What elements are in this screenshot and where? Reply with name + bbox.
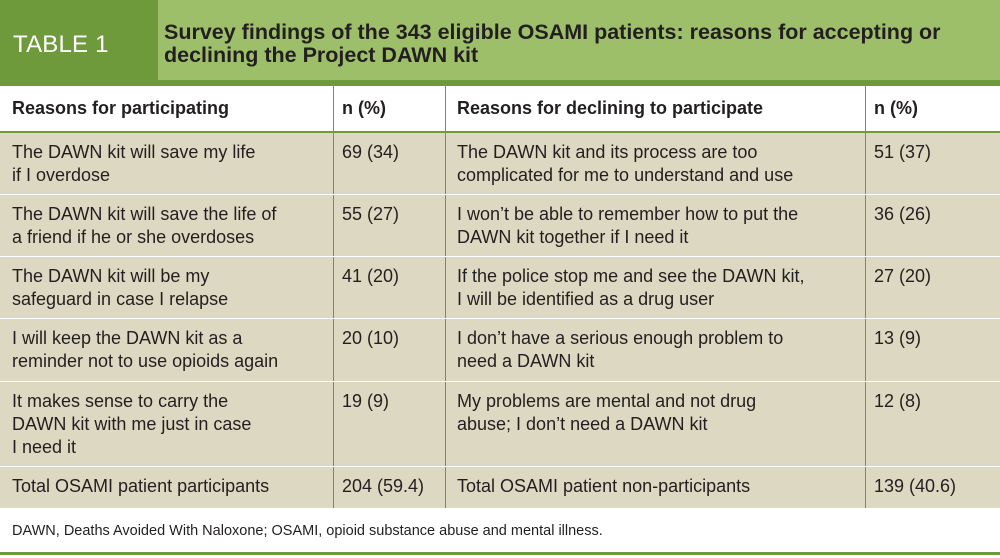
total-nonparticipants-n: 139 (40.6) bbox=[874, 476, 957, 496]
column-divider bbox=[333, 195, 334, 256]
n-declining: 27 (20) bbox=[874, 266, 932, 286]
column-divider bbox=[333, 133, 334, 194]
n-participating: 19 (9) bbox=[342, 391, 390, 411]
row4-reason-d-line2: need a DAWN kit bbox=[457, 351, 595, 371]
column-divider bbox=[865, 467, 866, 508]
reason-declining: I won’t be able to remember how to put t… bbox=[446, 195, 866, 249]
column-divider bbox=[445, 382, 446, 466]
n-participating: 41 (20) bbox=[342, 266, 400, 286]
column-divider bbox=[445, 133, 446, 194]
row-divider bbox=[0, 466, 1000, 467]
column-divider bbox=[865, 257, 866, 318]
column-header-row: Reasons for participating n (%) Reasons … bbox=[0, 86, 1000, 131]
reason-participating: The DAWN kit will be my safeguard in case… bbox=[0, 257, 334, 311]
column-divider bbox=[865, 382, 866, 466]
row3-reason-p-line1: The DAWN kit will be my bbox=[12, 266, 210, 286]
table-row: The DAWN kit will save my life if I overd… bbox=[0, 133, 1000, 194]
row2-reason-p-line2: a friend if he or she overdoses bbox=[12, 227, 255, 247]
column-divider bbox=[333, 319, 334, 381]
n-declining: 51 (37) bbox=[874, 142, 932, 162]
table-row: It makes sense to carry the DAWN kit with… bbox=[0, 382, 1000, 466]
table-row: I will keep the DAWN kit as a reminder no… bbox=[0, 319, 1000, 381]
table-label-box: TABLE 1 bbox=[0, 0, 158, 86]
reason-declining: If the police stop me and see the DAWN k… bbox=[446, 257, 866, 311]
total-participants-n: 204 (59.4) bbox=[342, 476, 425, 496]
row-divider bbox=[0, 256, 1000, 257]
row1-reason-d-line1: The DAWN kit and its process are too bbox=[457, 142, 758, 162]
column-divider bbox=[865, 133, 866, 194]
total-participants-label: Total OSAMI patient participants bbox=[12, 476, 270, 496]
row3-reason-d-line2: I will be identified as a drug user bbox=[457, 289, 715, 309]
row1-reason-p-line1: The DAWN kit will save my life bbox=[12, 142, 256, 162]
header-rule bbox=[0, 131, 1000, 133]
reason-declining: I don’t have a serious enough problem to… bbox=[446, 319, 866, 373]
row1-reason-p-line2: if I overdose bbox=[12, 165, 111, 185]
column-divider bbox=[865, 86, 866, 131]
n-participating: 20 (10) bbox=[342, 328, 400, 348]
column-divider bbox=[445, 86, 446, 131]
row4-reason-p-line1: I will keep the DAWN kit as a bbox=[12, 328, 243, 348]
column-divider bbox=[445, 195, 446, 256]
column-divider bbox=[445, 257, 446, 318]
n-participating: 55 (27) bbox=[342, 204, 400, 224]
n-declining: 13 (9) bbox=[874, 328, 922, 348]
column-header-reasons-participating: Reasons for participating bbox=[12, 98, 230, 118]
reason-participating: The DAWN kit will save my life if I overd… bbox=[0, 133, 334, 187]
row3-reason-p-line2: safeguard in case I relapse bbox=[12, 289, 229, 309]
total-row: Total OSAMI patient participants 204 (59… bbox=[0, 467, 1000, 508]
column-header-n-participating: n (%) bbox=[342, 98, 386, 118]
reason-participating: I will keep the DAWN kit as a reminder no… bbox=[0, 319, 334, 373]
column-divider bbox=[333, 467, 334, 508]
table-footnote: DAWN, Deaths Avoided With Naloxone; OSAM… bbox=[12, 523, 603, 539]
table-title-box: Survey findings of the 343 eligible OSAM… bbox=[158, 0, 1000, 80]
reason-participating: It makes sense to carry the DAWN kit with… bbox=[0, 382, 334, 459]
row5-reason-d-line1: My problems are mental and not drug bbox=[457, 391, 757, 411]
column-divider bbox=[865, 195, 866, 256]
column-divider bbox=[333, 257, 334, 318]
n-participating: 69 (34) bbox=[342, 142, 400, 162]
n-declining: 12 (8) bbox=[874, 391, 922, 411]
table-title: Survey findings of the 343 eligible OSAM… bbox=[164, 20, 941, 67]
table-row: The DAWN kit will be my safeguard in case… bbox=[0, 257, 1000, 318]
table-header: TABLE 1 Survey findings of the 343 eligi… bbox=[0, 0, 1000, 86]
row1-reason-d-line2: complicated for me to understand and use bbox=[457, 165, 794, 185]
column-divider bbox=[865, 319, 866, 381]
table-row: The DAWN kit will save the life of a frie… bbox=[0, 195, 1000, 256]
reason-declining: My problems are mental and not drug abuse… bbox=[446, 382, 866, 436]
row4-reason-p-line2: reminder not to use opioids again bbox=[12, 351, 279, 371]
row2-reason-d-line2: DAWN kit together if I need it bbox=[457, 227, 689, 247]
row2-reason-d-line1: I won’t be able to remember how to put t… bbox=[457, 204, 799, 224]
row-divider bbox=[0, 381, 1000, 382]
reason-declining: The DAWN kit and its process are too comp… bbox=[446, 133, 866, 187]
column-divider bbox=[333, 86, 334, 131]
n-declining: 36 (26) bbox=[874, 204, 932, 224]
bottom-rule bbox=[0, 552, 1000, 555]
row3-reason-d-line1: If the police stop me and see the DAWN k… bbox=[457, 266, 805, 286]
row4-reason-d-line1: I don’t have a serious enough problem to bbox=[457, 328, 784, 348]
column-header-reasons-declining: Reasons for declining to participate bbox=[457, 98, 764, 118]
row5-reason-p-line1: It makes sense to carry the bbox=[12, 391, 229, 411]
column-header-n-declining: n (%) bbox=[874, 98, 918, 118]
column-divider bbox=[333, 382, 334, 466]
total-nonparticipants-label: Total OSAMI patient non-participants bbox=[457, 476, 751, 496]
row5-reason-p-line3: I need it bbox=[12, 437, 77, 457]
reason-participating: The DAWN kit will save the life of a frie… bbox=[0, 195, 334, 249]
row5-reason-p-line2: DAWN kit with me just in case bbox=[12, 414, 252, 434]
column-divider bbox=[445, 319, 446, 381]
row-divider bbox=[0, 194, 1000, 195]
row-divider bbox=[0, 318, 1000, 319]
row5-reason-d-line2: abuse; I don’t need a DAWN kit bbox=[457, 414, 708, 434]
row2-reason-p-line1: The DAWN kit will save the life of bbox=[12, 204, 277, 224]
table-label: TABLE 1 bbox=[13, 31, 109, 58]
column-divider bbox=[445, 467, 446, 508]
